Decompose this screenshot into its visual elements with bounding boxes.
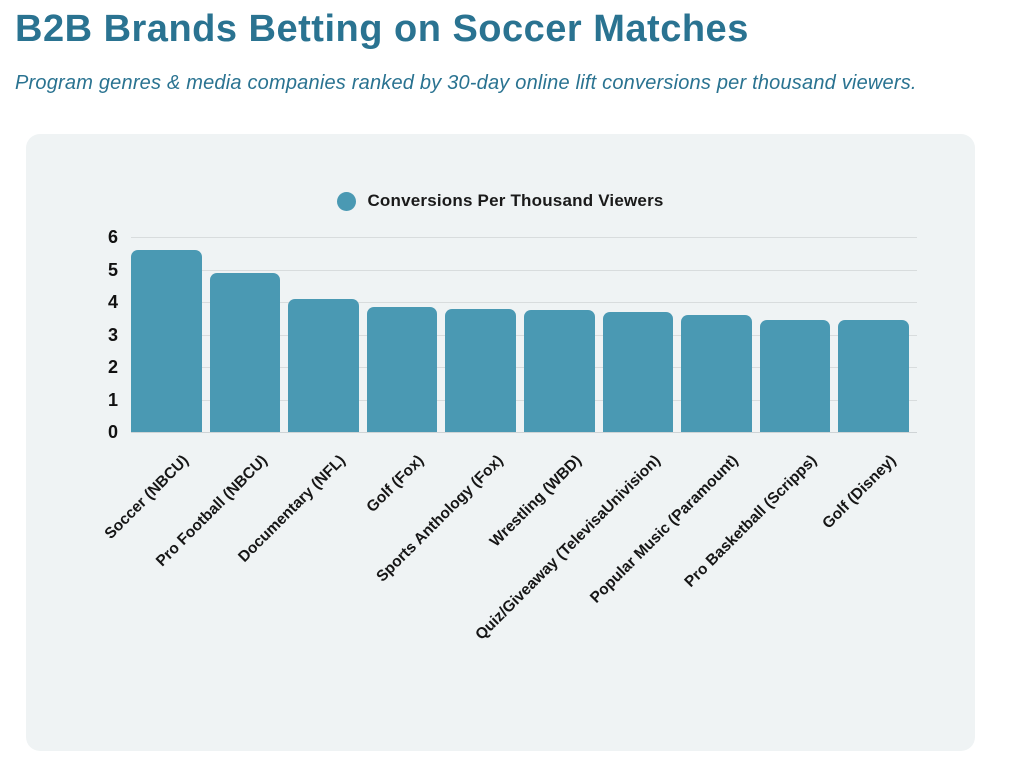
legend-dot-icon bbox=[337, 191, 357, 211]
y-tick-label-2: 2 bbox=[107, 357, 118, 377]
bar-8 bbox=[681, 315, 752, 432]
gridline-y5 bbox=[131, 269, 917, 271]
bar-9 bbox=[759, 319, 831, 432]
x-axis: Soccer (NBCU) Pro Football (NBCU) Document… bbox=[101, 452, 917, 712]
y-tick-label-0: 0 bbox=[107, 422, 118, 442]
bar-10 bbox=[838, 319, 909, 432]
bar-3 bbox=[288, 298, 359, 432]
gridline-y4 bbox=[131, 302, 917, 303]
x-tick-label-1: Soccer (NBCU) bbox=[101, 452, 192, 543]
y-tick-label-6: 6 bbox=[107, 227, 118, 247]
plot-area bbox=[131, 237, 917, 433]
bar-2 bbox=[209, 272, 281, 432]
y-tick-label-4: 4 bbox=[107, 292, 118, 312]
legend-label: Conversions Per Thousand Viewers bbox=[367, 191, 664, 210]
gridline-y6 bbox=[131, 237, 917, 238]
y-tick-label-1: 1 bbox=[107, 389, 118, 410]
page-title: B2B Brands Betting on Soccer Matches bbox=[15, 8, 749, 50]
x-tick-label-9: Pro Basketball (Scripps) bbox=[681, 452, 821, 591]
chart-card: Conversions Per Thousand Viewers 0 1 2 3 4 5 6… bbox=[26, 134, 975, 751]
bar-4 bbox=[366, 306, 438, 432]
x-tick-label-10: Golf (Disney) bbox=[818, 452, 900, 533]
x-tick-label-8: Popular Music (Paramount) bbox=[587, 452, 742, 607]
y-tick-label-5: 5 bbox=[107, 259, 118, 280]
y-tick-label-3: 3 bbox=[107, 324, 118, 345]
gridline-y0 bbox=[131, 432, 917, 433]
chart-legend: Conversions Per Thousand Viewers bbox=[26, 191, 975, 211]
bar-6 bbox=[524, 310, 595, 432]
bar-chart: 0 1 2 3 4 5 6 Soccer (NBCU) Pro Football (NBCU)… bbox=[26, 134, 975, 751]
page-subtitle: Program genres & media companies ranked … bbox=[15, 72, 917, 94]
bar-5 bbox=[445, 308, 516, 432]
x-tick-label-5: Sports Anthology (Fox) bbox=[372, 452, 507, 586]
bar-1 bbox=[131, 250, 202, 432]
x-tick-label-4: Golf (Fox) bbox=[363, 452, 428, 516]
bar-7 bbox=[602, 311, 674, 432]
y-axis: 0 1 2 3 4 5 6 bbox=[56, 227, 118, 442]
